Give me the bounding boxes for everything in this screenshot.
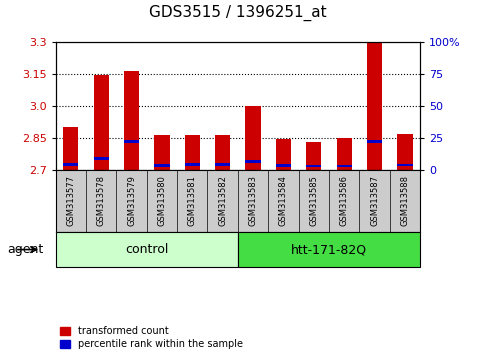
Bar [337, 165, 352, 167]
Text: GSM313579: GSM313579 [127, 175, 136, 226]
Text: control: control [125, 243, 169, 256]
Text: GSM313586: GSM313586 [340, 175, 349, 226]
Text: GSM313577: GSM313577 [66, 175, 75, 226]
Bar [215, 135, 230, 170]
Bar [245, 106, 261, 170]
Bar [94, 75, 109, 170]
Legend: transformed count, percentile rank within the sample: transformed count, percentile rank withi… [60, 326, 243, 349]
Bar [154, 164, 170, 167]
Bar [306, 142, 322, 170]
Bar [124, 140, 139, 143]
Bar [398, 134, 412, 170]
Text: GSM313582: GSM313582 [218, 175, 227, 226]
Text: GSM313580: GSM313580 [157, 175, 167, 226]
Text: GSM313581: GSM313581 [188, 175, 197, 226]
Bar [185, 135, 200, 170]
Text: GSM313588: GSM313588 [400, 175, 410, 226]
Text: GSM313578: GSM313578 [97, 175, 106, 226]
Text: htt-171-82Q: htt-171-82Q [291, 243, 367, 256]
Bar [306, 165, 322, 167]
Bar [276, 164, 291, 167]
Bar [63, 127, 78, 170]
Text: agent: agent [7, 243, 43, 256]
Bar [276, 139, 291, 170]
Text: GSM313583: GSM313583 [249, 175, 257, 226]
Bar [94, 157, 109, 160]
Text: GSM313585: GSM313585 [309, 175, 318, 226]
Bar [398, 164, 412, 166]
Bar [367, 42, 382, 170]
Bar [185, 163, 200, 166]
Text: GSM313587: GSM313587 [370, 175, 379, 226]
Bar [154, 135, 170, 170]
Text: GDS3515 / 1396251_at: GDS3515 / 1396251_at [149, 5, 327, 21]
Bar [63, 163, 78, 166]
Text: GSM313584: GSM313584 [279, 175, 288, 226]
FancyBboxPatch shape [238, 232, 420, 267]
Bar [245, 160, 261, 163]
Bar [367, 140, 382, 143]
Bar [215, 163, 230, 166]
Bar [124, 71, 139, 170]
FancyBboxPatch shape [56, 232, 238, 267]
Bar [337, 138, 352, 170]
